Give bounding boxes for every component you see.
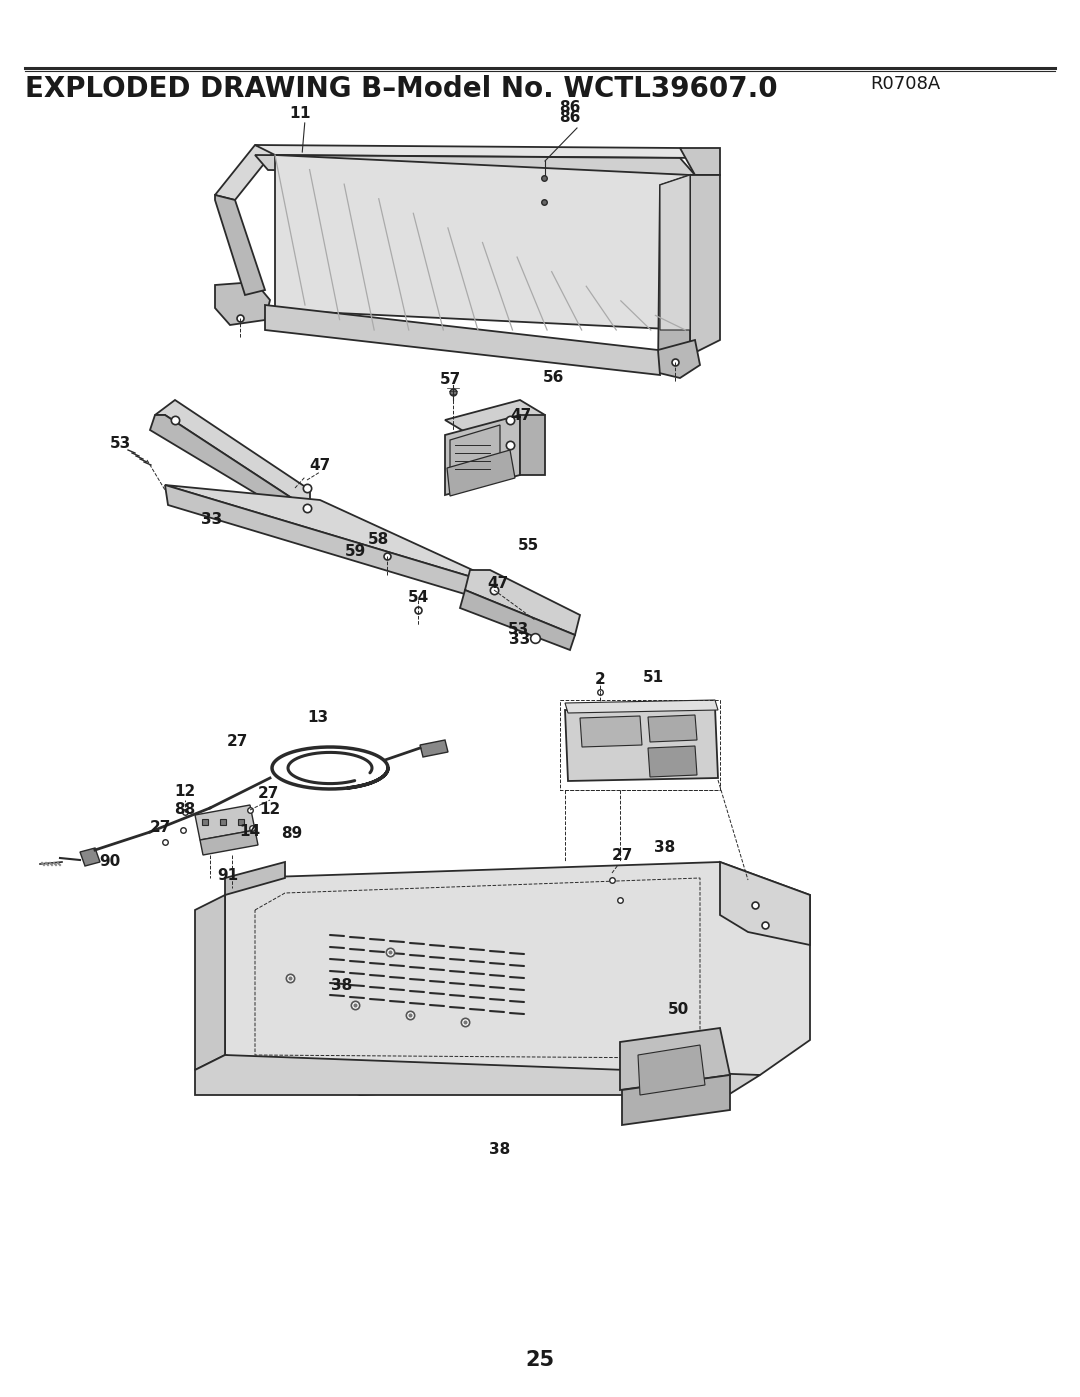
Text: 50: 50 (667, 1003, 689, 1017)
Polygon shape (565, 707, 718, 781)
Polygon shape (150, 415, 310, 520)
Text: 14: 14 (240, 824, 260, 840)
Text: 2: 2 (595, 672, 606, 687)
Polygon shape (445, 400, 545, 434)
Polygon shape (80, 848, 100, 866)
Text: 86: 86 (559, 109, 581, 124)
Polygon shape (658, 175, 690, 370)
Polygon shape (225, 862, 810, 1095)
Polygon shape (165, 485, 490, 578)
Text: 27: 27 (227, 735, 247, 750)
Polygon shape (580, 717, 642, 747)
Text: 89: 89 (282, 826, 302, 841)
Text: 1: 1 (300, 106, 310, 120)
Polygon shape (265, 305, 660, 374)
Polygon shape (654, 339, 700, 379)
Text: 1: 1 (289, 106, 300, 120)
Text: R0708A: R0708A (870, 75, 941, 94)
Text: 12: 12 (174, 785, 195, 799)
Polygon shape (200, 830, 258, 855)
Text: EXPLODED DRAWING B–Model No. WCTL39607.0: EXPLODED DRAWING B–Model No. WCTL39607.0 (25, 75, 778, 103)
Polygon shape (447, 450, 515, 496)
Polygon shape (460, 590, 575, 650)
Polygon shape (680, 148, 720, 175)
Polygon shape (215, 196, 265, 295)
Text: 25: 25 (526, 1350, 554, 1370)
Text: 27: 27 (149, 820, 171, 835)
Text: 12: 12 (259, 802, 281, 817)
Text: 47: 47 (511, 408, 531, 422)
Polygon shape (690, 175, 720, 355)
Text: 27: 27 (257, 785, 279, 800)
Polygon shape (648, 746, 697, 777)
Polygon shape (660, 175, 690, 330)
Text: 58: 58 (367, 532, 389, 548)
Text: 53: 53 (508, 623, 528, 637)
Polygon shape (420, 740, 448, 757)
Text: 90: 90 (99, 855, 121, 869)
Text: 47: 47 (487, 577, 509, 591)
Polygon shape (620, 1028, 730, 1090)
Text: 59: 59 (345, 545, 366, 560)
Text: 91: 91 (217, 868, 239, 883)
Text: 13: 13 (308, 711, 328, 725)
Polygon shape (255, 145, 705, 158)
Text: 38: 38 (332, 978, 353, 992)
Polygon shape (215, 282, 270, 326)
Text: 33: 33 (510, 633, 530, 647)
Polygon shape (156, 400, 310, 510)
Polygon shape (445, 415, 519, 495)
Polygon shape (720, 862, 810, 944)
Text: 88: 88 (174, 802, 195, 817)
Polygon shape (450, 425, 500, 475)
Text: 54: 54 (407, 591, 429, 605)
Text: 38: 38 (489, 1143, 511, 1158)
Polygon shape (648, 715, 697, 742)
Polygon shape (519, 415, 545, 475)
Text: 55: 55 (517, 538, 539, 552)
Text: 86: 86 (559, 101, 581, 116)
Text: 47: 47 (309, 458, 330, 474)
Text: 51: 51 (643, 669, 663, 685)
Polygon shape (255, 155, 696, 175)
Polygon shape (195, 1055, 760, 1095)
Polygon shape (622, 1076, 730, 1125)
Text: 53: 53 (109, 436, 131, 450)
Text: 27: 27 (611, 848, 633, 862)
Text: 56: 56 (542, 369, 564, 384)
Polygon shape (465, 570, 580, 636)
Polygon shape (275, 155, 690, 330)
Text: 33: 33 (201, 513, 222, 528)
Polygon shape (215, 145, 275, 200)
Text: 57: 57 (440, 373, 461, 387)
Polygon shape (638, 1045, 705, 1095)
Polygon shape (225, 862, 285, 895)
Polygon shape (165, 485, 478, 598)
Polygon shape (565, 700, 718, 712)
Polygon shape (195, 895, 225, 1070)
Polygon shape (195, 805, 255, 840)
Text: 38: 38 (654, 841, 676, 855)
